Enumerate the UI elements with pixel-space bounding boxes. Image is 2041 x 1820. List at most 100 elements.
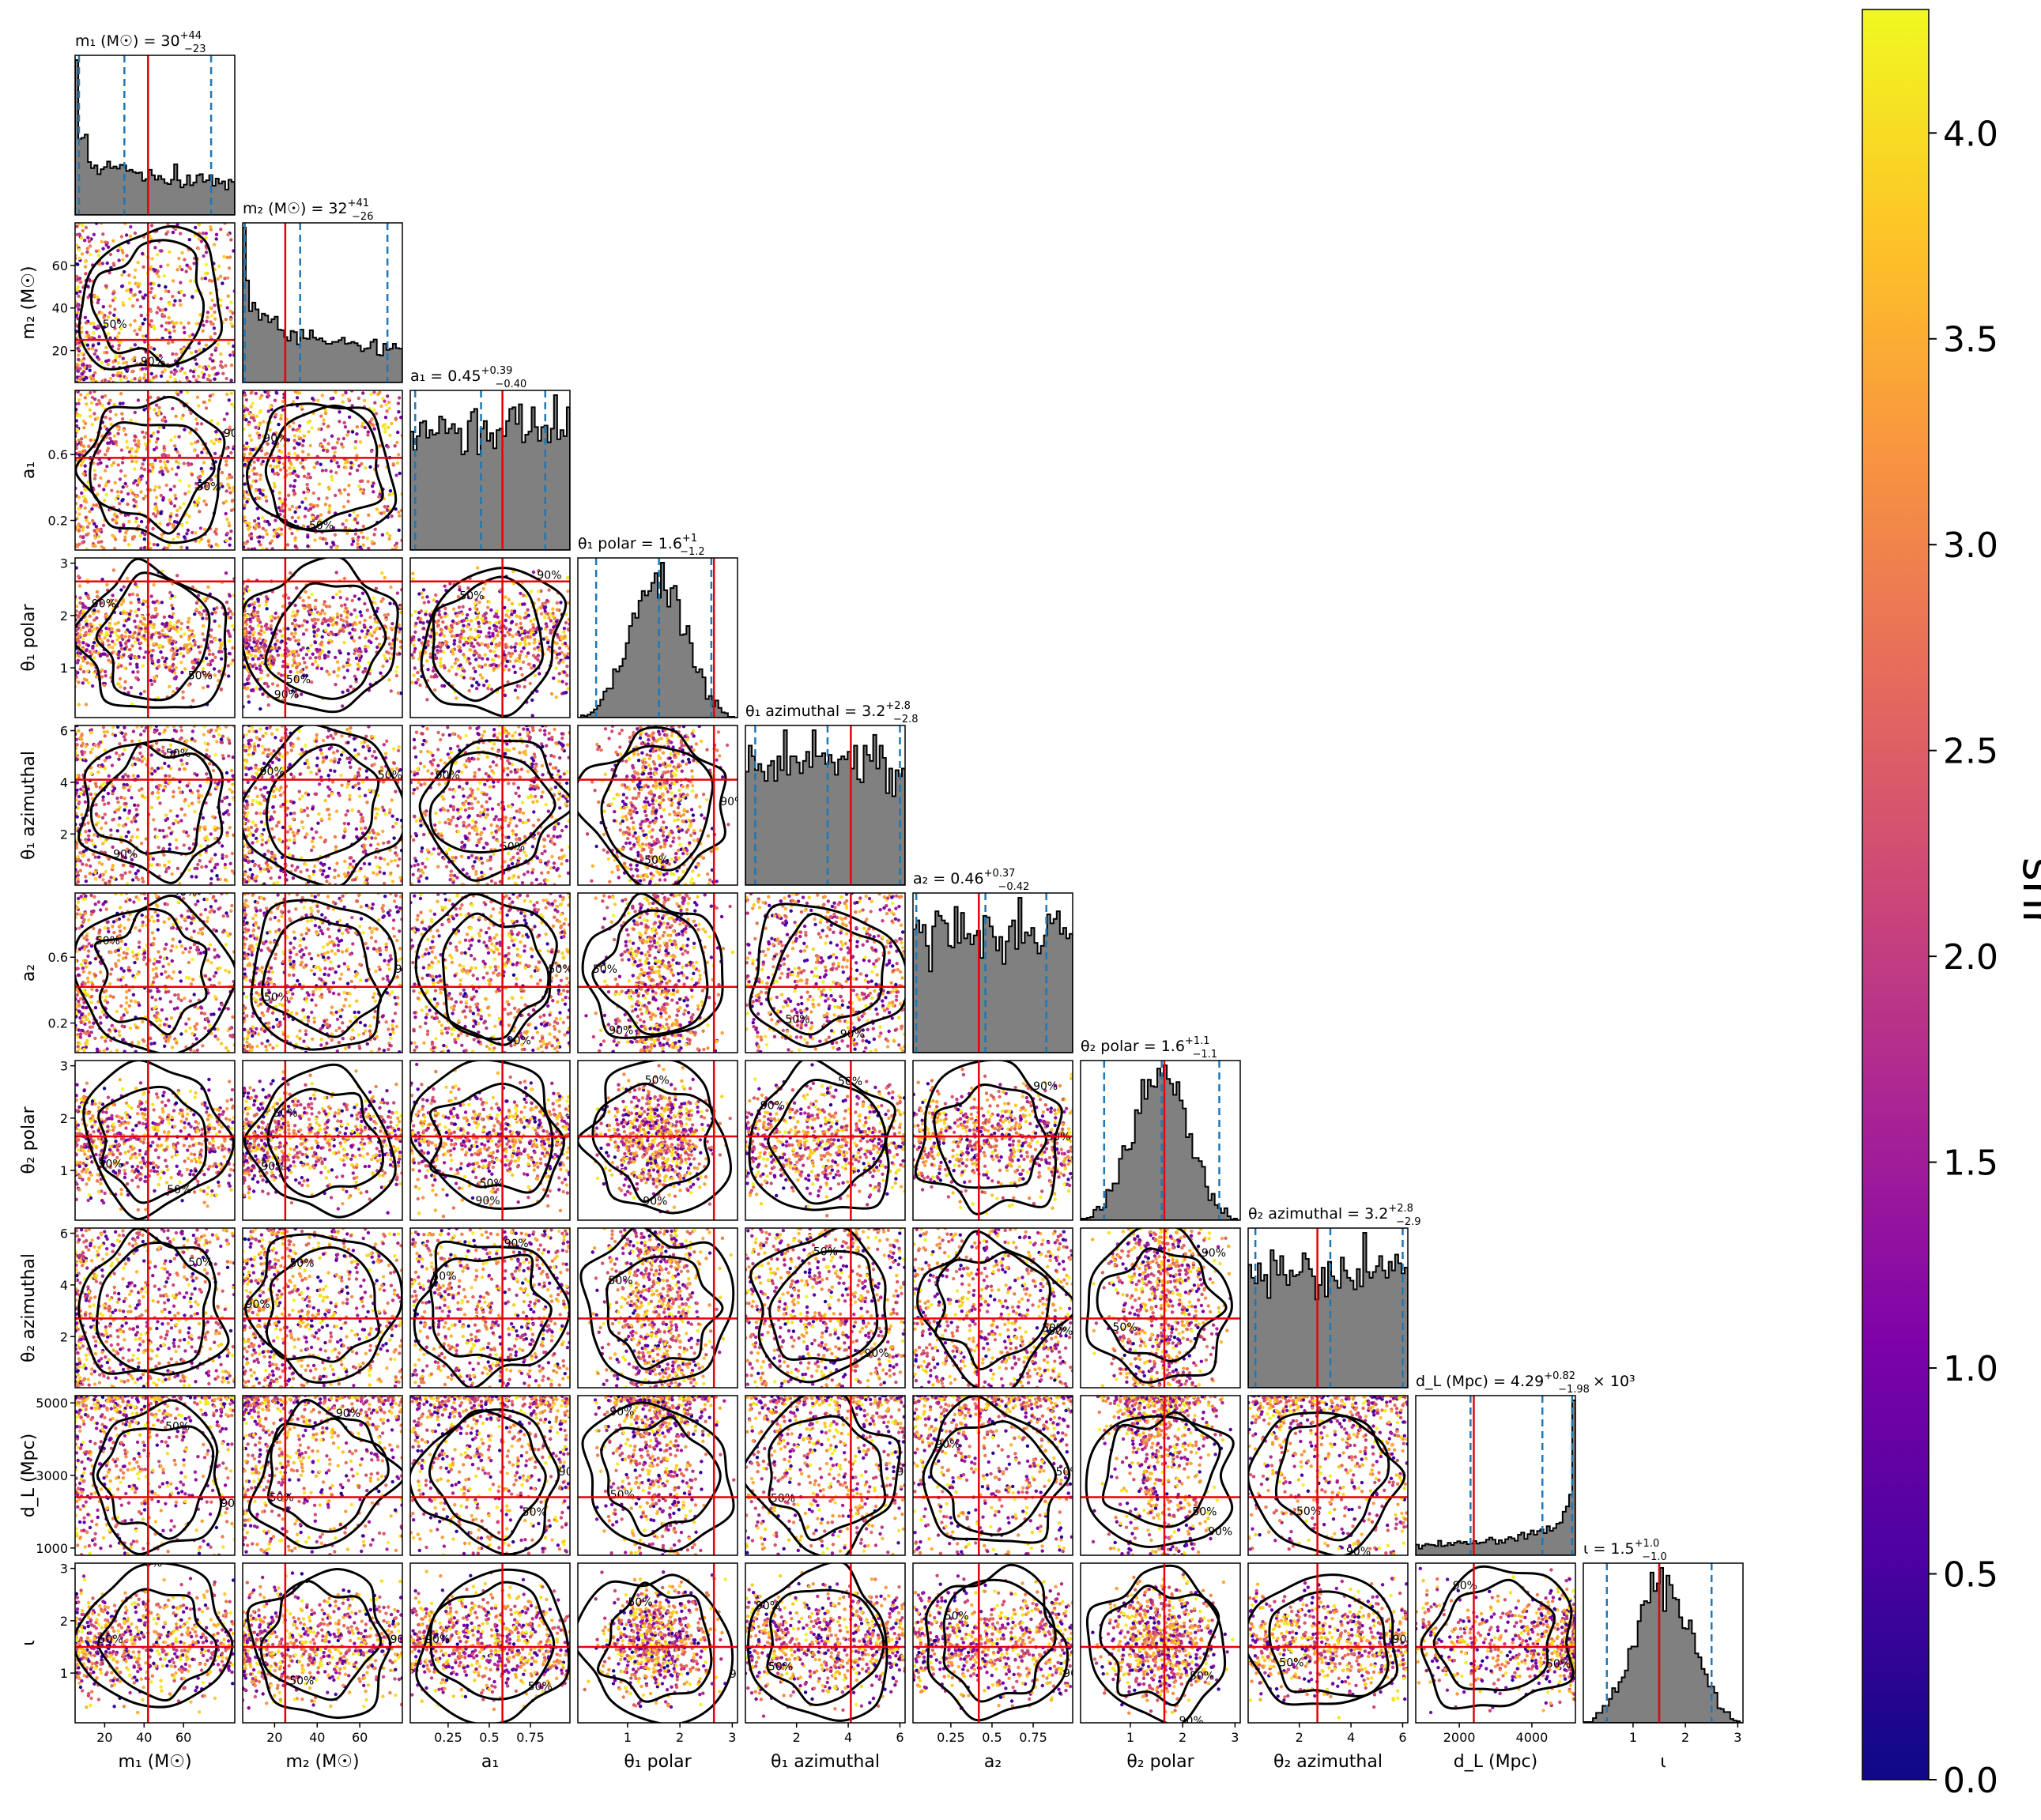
scatter-point: [384, 617, 388, 622]
scatter-point: [547, 588, 551, 592]
scatter-point: [487, 600, 491, 604]
scatter-point: [108, 376, 113, 381]
scatter-point: [77, 575, 81, 578]
scatter-point: [296, 443, 301, 447]
scatter-point: [272, 481, 277, 486]
scatter-point: [108, 441, 111, 445]
scatter-point: [200, 865, 204, 869]
scatter-point: [360, 479, 364, 483]
contour-50%: [432, 575, 545, 703]
scatter-point: [176, 393, 180, 397]
scatter-point: [308, 656, 312, 660]
scatter-point: [462, 676, 466, 680]
scatter-point: [111, 593, 115, 597]
scatter-point: [228, 802, 232, 807]
scatter-point: [91, 518, 95, 523]
scatter-point: [434, 593, 438, 597]
scatter-point: [278, 629, 282, 633]
scatter-point: [77, 248, 81, 252]
scatter-point: [243, 629, 247, 634]
scatter-point: [426, 639, 430, 643]
scatter-point: [460, 612, 465, 616]
scatter-point: [100, 782, 104, 787]
scatter-point: [76, 311, 80, 315]
scatter-point: [553, 650, 557, 654]
scatter-point: [127, 519, 131, 524]
scatter-point: [554, 620, 559, 624]
scatter-point: [519, 650, 523, 654]
scatter-point: [97, 484, 101, 488]
scatter-point: [124, 611, 128, 615]
scatter-point: [519, 591, 523, 596]
scatter-point: [536, 654, 541, 658]
scatter-point: [160, 312, 164, 317]
scatter-point: [346, 658, 351, 661]
scatter-point: [151, 462, 155, 466]
scatter-point: [89, 792, 93, 797]
scatter-point: [335, 615, 340, 620]
scatter-point: [425, 659, 429, 663]
scatter-point: [470, 619, 473, 623]
scatter-point: [373, 620, 378, 624]
scatter-point: [492, 658, 496, 662]
scatter-point: [185, 390, 190, 394]
scatter-point: [153, 458, 157, 462]
scatter-point: [421, 621, 425, 625]
scatter-point: [416, 677, 420, 682]
scatter-point: [228, 428, 232, 432]
scatter-point: [113, 622, 117, 626]
scatter-point: [231, 499, 235, 503]
scatter-point: [547, 616, 551, 620]
scatter-point: [350, 623, 355, 627]
scatter-point: [179, 729, 183, 733]
scatter-point: [346, 652, 351, 656]
scatter-point: [315, 666, 319, 670]
scatter-point: [201, 232, 206, 236]
scatter-point: [209, 477, 213, 482]
scatter-point: [92, 612, 96, 616]
scatter-point: [185, 263, 189, 267]
scatter-point: [258, 664, 262, 669]
scatter-point: [268, 656, 273, 660]
scatter-point: [484, 616, 488, 620]
scatter-point: [118, 529, 122, 533]
scatter-point: [387, 678, 391, 682]
scatter-point: [81, 854, 85, 858]
scatter-point: [292, 400, 296, 404]
scatter-point: [78, 627, 83, 632]
scatter-point: [127, 281, 132, 285]
scatter-point: [476, 610, 480, 614]
scatter-point: [219, 360, 223, 364]
scatter-point: [119, 641, 123, 645]
scatter-point: [96, 451, 100, 455]
scatter-point: [93, 544, 97, 548]
scatter-point: [387, 493, 391, 497]
scatter-point: [440, 642, 444, 646]
scatter-point: [382, 654, 387, 658]
scatter-point: [89, 252, 92, 257]
scatter-point: [204, 865, 208, 869]
scatter-point: [286, 438, 291, 442]
scatter-point: [113, 546, 117, 550]
scatter-point: [229, 322, 233, 326]
scatter-point: [206, 539, 211, 544]
scatter-point: [108, 880, 111, 884]
scatter-point: [172, 504, 177, 508]
scatter-point: [204, 271, 208, 276]
scatter-point: [93, 845, 97, 849]
scatter-point: [81, 535, 85, 540]
scatter-point: [293, 519, 298, 523]
scatter-point: [88, 510, 92, 514]
title-lower: −23: [184, 43, 206, 55]
scatter-point: [258, 496, 262, 500]
scatter-point: [313, 659, 318, 664]
scatter-point: [327, 511, 331, 514]
scatter-point: [149, 678, 153, 683]
scatter-point: [130, 491, 135, 496]
scatter-point: [268, 428, 272, 432]
scatter-point: [132, 504, 136, 508]
scatter-point: [462, 669, 466, 673]
scatter-point: [372, 630, 376, 635]
scatter-point: [139, 842, 144, 846]
scatter-point: [201, 816, 206, 820]
